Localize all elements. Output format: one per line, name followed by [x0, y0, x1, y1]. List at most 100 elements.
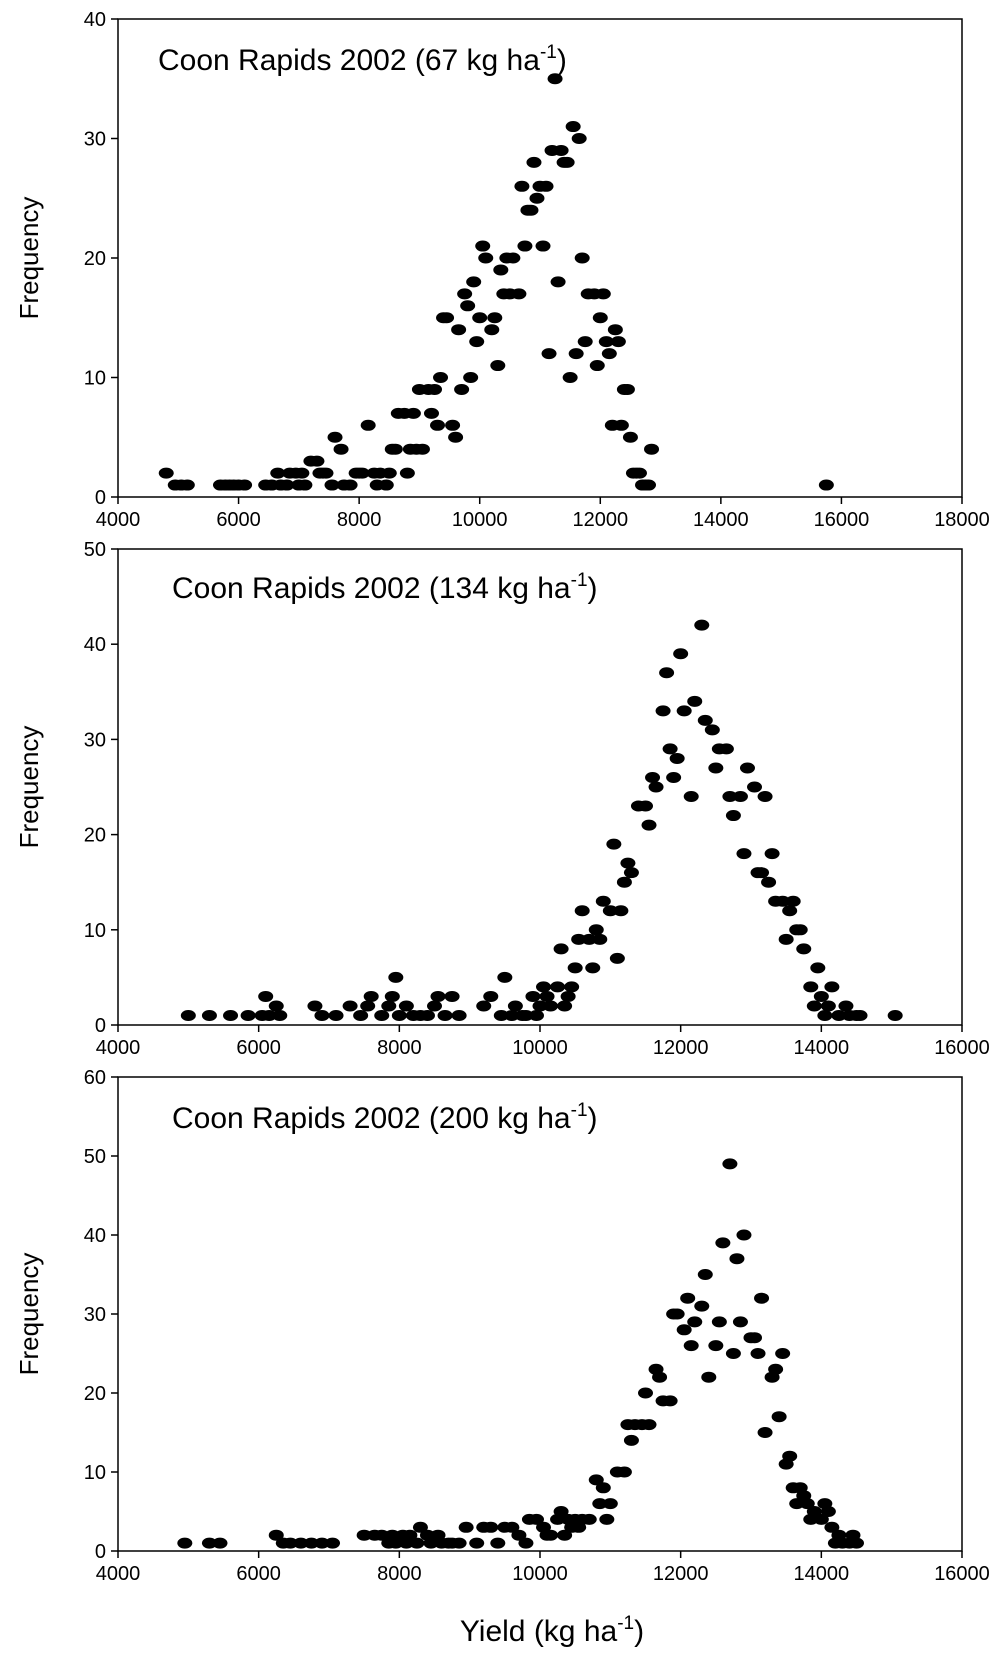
data-point — [237, 479, 253, 491]
data-point — [360, 419, 376, 431]
data-point — [820, 1000, 836, 1012]
chart-panel-2: 4000 6000 8000 10000 12000 14000 16000 0 10 20 30 4… — [14, 539, 990, 1059]
data-point — [718, 743, 734, 755]
y-tick-label: 40 — [84, 1225, 106, 1247]
data-point — [497, 971, 513, 983]
data-point — [427, 1000, 442, 1012]
data-point — [469, 1537, 485, 1549]
data-point — [683, 791, 699, 803]
data-point — [771, 1411, 787, 1423]
data-point — [388, 1537, 404, 1549]
data-point — [732, 1316, 748, 1328]
data-point — [622, 431, 638, 443]
data-point — [806, 1506, 822, 1517]
data-point — [279, 479, 295, 491]
data-point — [796, 943, 812, 955]
data-point — [697, 714, 713, 726]
data-point — [272, 1009, 288, 1021]
data-point — [517, 240, 533, 252]
data-point — [638, 800, 653, 812]
data-point — [223, 1009, 239, 1021]
data-point — [327, 431, 343, 443]
data-point — [616, 1466, 632, 1478]
data-point — [539, 990, 555, 1002]
data-point — [739, 762, 755, 774]
data-point — [887, 1009, 903, 1021]
data-point — [708, 762, 724, 774]
x-tick-label: 14000 — [794, 1037, 850, 1059]
chart-title: Coon Rapids 2002 (134 kg ha-1) — [172, 570, 598, 605]
data-point — [736, 848, 752, 860]
y-tick-label: 0 — [95, 1015, 106, 1037]
data-point — [659, 667, 675, 679]
data-point — [324, 479, 340, 491]
x-tick-label: 16000 — [934, 1037, 990, 1059]
x-tick-label: 8000 — [377, 1037, 422, 1059]
x-tick-label: 4000 — [96, 1037, 141, 1059]
data-point — [356, 1529, 372, 1541]
x-tick-label: 4000 — [96, 1563, 141, 1585]
data-point — [711, 1316, 727, 1328]
data-point — [613, 419, 629, 431]
data-point — [353, 1009, 369, 1021]
data-point — [598, 336, 614, 348]
data-point — [817, 1009, 833, 1021]
data-point — [384, 990, 400, 1002]
data-point — [687, 695, 703, 707]
data-point — [838, 1000, 854, 1012]
data-point — [493, 264, 509, 276]
data-point — [662, 743, 678, 755]
data-point — [725, 1348, 741, 1359]
data-point — [585, 962, 601, 974]
x-axis-label: Yield (kg ha-1) — [460, 1613, 644, 1648]
y-tick-label: 0 — [95, 1541, 106, 1563]
data-point — [588, 1474, 604, 1486]
data-point — [562, 372, 578, 383]
y-tick-label: 10 — [84, 920, 106, 942]
data-point — [378, 479, 394, 491]
data-point — [662, 1395, 678, 1407]
x-tick-label: 4000 — [96, 509, 141, 531]
y-axis-label: Frequency — [14, 197, 44, 320]
data-point — [293, 1537, 309, 1549]
y-tick-label: 40 — [84, 634, 106, 656]
data-point — [601, 348, 617, 360]
data-point — [568, 348, 584, 360]
y-tick-label: 20 — [84, 1383, 106, 1405]
data-point — [567, 962, 583, 974]
data-point — [824, 1521, 840, 1533]
data-point — [374, 1009, 390, 1021]
data-point — [553, 943, 569, 955]
data-point — [785, 895, 801, 907]
data-point — [342, 1000, 358, 1012]
data-point — [399, 467, 415, 479]
data-point — [528, 1513, 544, 1525]
data-point — [610, 336, 626, 348]
data-point — [602, 1498, 618, 1510]
data-point — [732, 791, 748, 803]
data-point — [472, 312, 488, 324]
data-point — [511, 1529, 527, 1541]
data-point — [430, 990, 446, 1002]
data-point — [445, 419, 461, 431]
data-point — [607, 324, 623, 336]
data-point — [592, 933, 608, 945]
data-point — [333, 443, 349, 455]
y-tick-label: 10 — [84, 1462, 106, 1484]
data-point — [592, 1498, 608, 1510]
data-point — [354, 467, 370, 479]
data-point — [518, 1537, 534, 1549]
data-point — [398, 1000, 414, 1012]
data-point — [381, 1000, 397, 1012]
data-point — [451, 324, 467, 336]
data-point — [641, 1419, 657, 1431]
data-point — [687, 1316, 703, 1328]
data-point — [487, 312, 503, 324]
x-tick-label: 6000 — [216, 509, 261, 531]
data-point — [201, 1009, 217, 1021]
data-point — [504, 1521, 520, 1533]
data-point — [423, 407, 439, 419]
y-tick-label: 30 — [84, 1304, 106, 1326]
data-point — [528, 1009, 544, 1021]
data-point — [704, 724, 720, 736]
